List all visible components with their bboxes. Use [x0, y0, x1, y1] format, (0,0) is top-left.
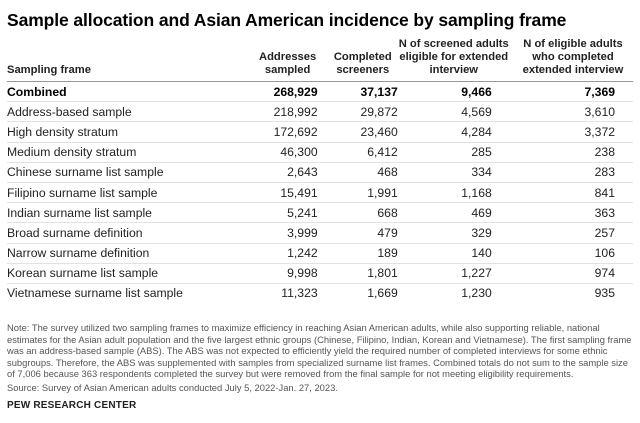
cell-addresses: 11,323 — [281, 286, 318, 301]
cell-eligible: 140 — [397, 243, 510, 264]
cell-completed: 238 — [509, 142, 633, 163]
table-row: Korean surname list sample 9,998 1,801 1… — [7, 263, 633, 284]
header-addresses-sampled: Addresses sampled — [236, 38, 318, 82]
cell-eligible: 1,227 — [397, 263, 510, 284]
cell-eligible: 329 — [397, 222, 510, 244]
cell-completed: 935 — [594, 286, 615, 301]
row-label: Narrow surname definition — [7, 243, 237, 264]
header-completed-extended-label: N of eligible adults who completed exten… — [522, 38, 624, 76]
cell-completed: 7,369 — [509, 81, 633, 103]
header-sampling-frame: Sampling frame — [7, 38, 237, 82]
row-label: Korean surname list sample — [7, 263, 237, 284]
table-row: Filipino surname list sample 15,491 1,99… — [7, 182, 633, 204]
sampling-frame-table: Sampling frame Addresses sampled Complet… — [7, 38, 633, 303]
cell-eligible: 1,230 — [461, 286, 492, 301]
table-row: Narrow surname definition 1,242 189 140 … — [7, 243, 633, 264]
row-label: Chinese surname list sample — [7, 162, 237, 183]
cell-screeners: 29,872 — [317, 101, 398, 123]
cell-addresses: 46,300 — [236, 142, 318, 163]
row-label: Medium density stratum — [7, 142, 237, 163]
row-label: Vietnamese surname list sample — [7, 286, 183, 301]
cell-screeners: 37,137 — [317, 81, 398, 103]
cell-addresses: 1,242 — [236, 243, 318, 264]
cell-screeners: 668 — [317, 202, 398, 224]
row-label: Combined — [7, 81, 237, 103]
table-row: Medium density stratum 46,300 6,412 285 … — [7, 142, 633, 163]
cell-eligible: 4,569 — [397, 101, 510, 123]
cell-completed: 841 — [509, 182, 633, 204]
pew-research-center-logo: PEW RESEARCH CENTER — [7, 400, 137, 411]
header-completed-screeners-label: Completed screeners — [333, 51, 392, 76]
cell-completed: 363 — [509, 202, 633, 224]
cell-addresses: 218,992 — [236, 101, 318, 123]
header-addresses-sampled-label: Addresses sampled — [259, 51, 317, 76]
cell-addresses: 3,999 — [236, 222, 318, 244]
table-row: Address-based sample 218,992 29,872 4,56… — [7, 101, 633, 123]
cell-screeners: 1,991 — [317, 182, 398, 204]
cell-addresses: 15,491 — [236, 182, 318, 204]
cell-addresses: 9,998 — [236, 263, 318, 284]
header-completed-extended: N of eligible adults who completed exten… — [509, 38, 633, 82]
cell-completed: 3,372 — [509, 121, 633, 143]
table-row: High density stratum 172,692 23,460 4,28… — [7, 121, 633, 143]
cell-addresses: 5,241 — [236, 202, 318, 224]
cell-addresses: 172,692 — [236, 121, 318, 143]
source-line: Source: Survey of Asian American adults … — [7, 382, 338, 393]
cell-screeners: 1,801 — [317, 263, 398, 284]
cell-eligible: 334 — [397, 162, 510, 183]
header-eligible-adults-label: N of screened adults eligible for extend… — [398, 38, 509, 76]
cell-eligible: 469 — [397, 202, 510, 224]
table-row: Indian surname list sample 5,241 668 469… — [7, 202, 633, 224]
table-note: Note: The survey utilized two sampling f… — [7, 322, 632, 380]
cell-completed: 257 — [509, 222, 633, 244]
cell-screeners: 468 — [317, 162, 398, 183]
cell-screeners: 1,669 — [367, 286, 398, 301]
cell-eligible: 1,168 — [397, 182, 510, 204]
row-label: Filipino surname list sample — [7, 182, 237, 204]
cell-completed: 283 — [509, 162, 633, 183]
cell-eligible: 4,284 — [397, 121, 510, 143]
header-completed-screeners: Completed screeners — [317, 38, 398, 82]
row-label: Address-based sample — [7, 101, 237, 123]
cell-addresses: 268,929 — [236, 81, 318, 103]
cell-eligible: 9,466 — [397, 81, 510, 103]
cell-completed: 974 — [509, 263, 633, 284]
cell-screeners: 23,460 — [317, 121, 398, 143]
cell-screeners: 479 — [317, 222, 398, 244]
cell-completed: 106 — [509, 243, 633, 264]
table-row: Vietnamese surname list sample 11,323 1,… — [7, 283, 633, 303]
row-label: High density stratum — [7, 121, 237, 143]
row-label: Indian surname list sample — [7, 202, 237, 224]
cell-addresses: 2,643 — [236, 162, 318, 183]
row-label: Broad surname definition — [7, 222, 237, 244]
table-row: Chinese surname list sample 2,643 468 33… — [7, 162, 633, 183]
table-row: Broad surname definition 3,999 479 329 2… — [7, 222, 633, 244]
cell-eligible: 285 — [397, 142, 510, 163]
cell-completed: 3,610 — [509, 101, 633, 123]
cell-screeners: 189 — [317, 243, 398, 264]
table-row: Combined 268,929 37,137 9,466 7,369 — [7, 81, 633, 103]
header-eligible-adults: N of screened adults eligible for extend… — [397, 38, 510, 82]
table-header-row: Sampling frame Addresses sampled Complet… — [7, 38, 633, 82]
page-title: Sample allocation and Asian American inc… — [7, 10, 567, 30]
cell-screeners: 6,412 — [317, 142, 398, 163]
